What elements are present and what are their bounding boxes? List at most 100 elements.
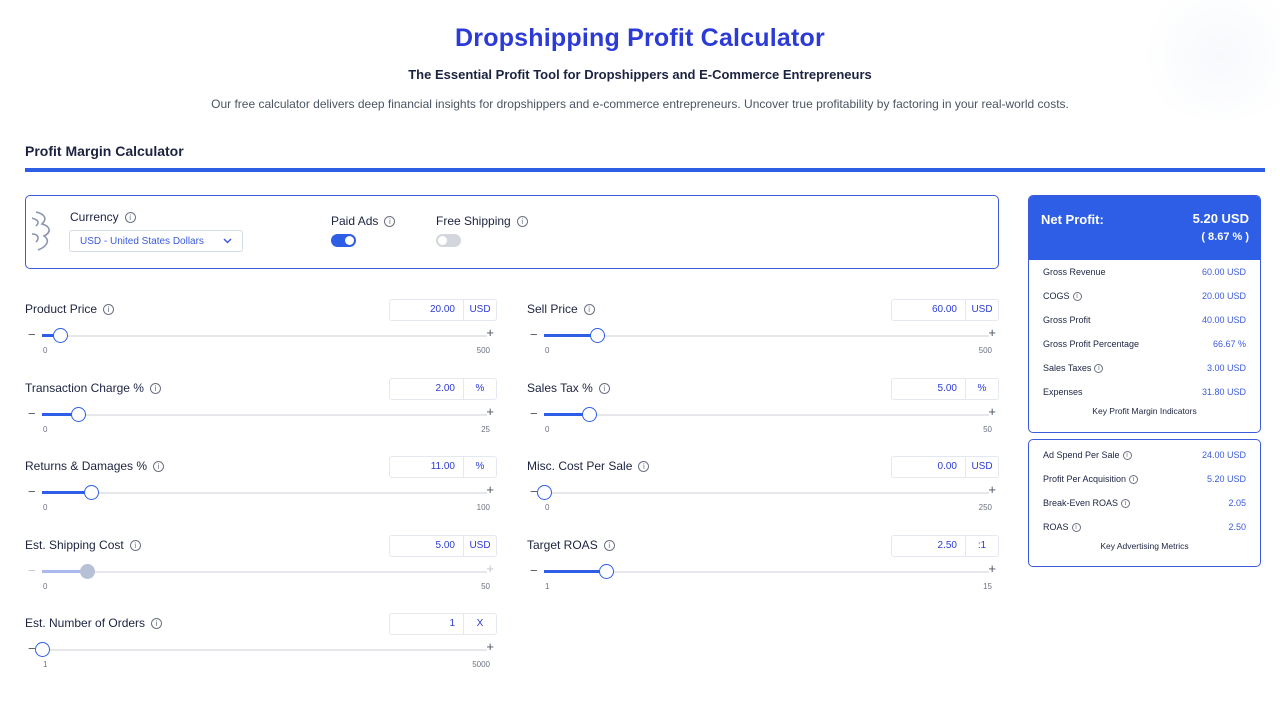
minus-icon[interactable]: − (28, 327, 36, 342)
slider-thumb[interactable] (581, 407, 597, 422)
field-input[interactable]: 5.00% (891, 378, 999, 400)
background-decoration (1130, 0, 1280, 120)
minus-icon[interactable]: − (530, 484, 538, 499)
field-value[interactable]: 60.00 (892, 300, 966, 320)
metric-value: 2.50 (1228, 522, 1246, 532)
field-label-text: Sales Tax % (527, 381, 593, 395)
field-input[interactable]: 20.00 USD (389, 299, 497, 321)
metric-row: Gross Profit Percentage 66.67 % (1043, 332, 1246, 356)
slider-thumb[interactable] (590, 328, 606, 343)
slider-max-label: 50 (481, 582, 490, 591)
slider-track[interactable] (537, 485, 989, 500)
slider-track[interactable] (42, 407, 487, 422)
plus-icon[interactable]: + (486, 482, 494, 497)
info-icon[interactable]: i (103, 303, 115, 315)
field-value[interactable]: 0.00 (892, 457, 966, 477)
slider-thumb[interactable] (35, 642, 50, 657)
minus-icon[interactable]: − (28, 563, 36, 578)
metric-label-wrap: COGS i (1043, 291, 1082, 301)
field-value[interactable]: 2.00 (390, 379, 464, 399)
plus-icon[interactable]: + (988, 404, 996, 419)
metric-value: 5.20 USD (1206, 474, 1246, 484)
info-icon[interactable]: i (149, 382, 161, 394)
info-icon[interactable]: i (603, 539, 615, 551)
info-icon[interactable]: i (1072, 291, 1082, 301)
metric-label: Break-Even ROAS (1043, 498, 1119, 508)
metric-label: COGS (1043, 291, 1070, 301)
slider-thumb[interactable] (79, 564, 95, 579)
plus-icon[interactable]: + (486, 404, 494, 419)
field-unit: :1 (977, 540, 987, 551)
plus-icon[interactable]: + (486, 639, 494, 654)
minus-icon[interactable]: − (28, 406, 36, 421)
field-input[interactable]: 0.00 USD (891, 456, 999, 478)
slider-thumb[interactable] (537, 485, 552, 500)
field-value[interactable]: 20.00 (390, 300, 464, 320)
metric-label-wrap: ROAS i (1043, 522, 1081, 532)
field-unit: USD (469, 540, 491, 551)
field-input[interactable]: 60.00 USD (891, 299, 999, 321)
field-label-text: Product Price (25, 302, 98, 316)
plus-icon[interactable]: + (486, 561, 494, 576)
metric-label-wrap: Gross Profit Percentage (1043, 339, 1139, 349)
field-value[interactable]: 1 (390, 614, 464, 634)
field-input[interactable]: 2.00% (389, 378, 497, 400)
info-icon[interactable]: i (516, 215, 528, 227)
field-label-text: Transaction Charge % (25, 381, 144, 395)
minus-icon[interactable]: − (530, 406, 538, 421)
info-icon[interactable]: i (1129, 474, 1139, 484)
info-icon[interactable]: i (1071, 522, 1081, 532)
paid-ads-toggle[interactable] (331, 234, 356, 247)
metric-value: 20.00 USD (1201, 291, 1246, 301)
metric-row: COGS i 20.00 USD (1043, 284, 1246, 308)
currency-select[interactable]: USD - United States Dollars (69, 230, 243, 252)
advertising-metrics-list: Ad Spend Per Sale i 24.00 USD Profit Per Ac… (1029, 443, 1260, 539)
info-icon[interactable]: i (1122, 450, 1132, 460)
slider-track[interactable] (544, 564, 989, 579)
plus-icon[interactable]: + (486, 325, 494, 340)
field-value[interactable]: 2.50 (892, 536, 966, 556)
info-icon[interactable]: i (124, 211, 136, 223)
slider-thumb[interactable] (52, 328, 68, 343)
slider-track[interactable] (544, 328, 989, 343)
field-label-text: Target ROAS (527, 538, 598, 552)
metric-row: Gross Profit 40.00 USD (1043, 308, 1246, 332)
minus-icon[interactable]: − (530, 563, 538, 578)
plus-icon[interactable]: + (988, 482, 996, 497)
minus-icon[interactable]: − (530, 327, 538, 342)
slider-track[interactable] (42, 328, 487, 343)
field-label: Est. Shipping Cost i (25, 538, 141, 552)
slider-track[interactable] (42, 564, 487, 579)
slider-thumb[interactable] (599, 564, 615, 579)
field-label: Misc. Cost Per Sale i (527, 459, 650, 473)
field-value[interactable]: 5.00 (892, 379, 966, 399)
info-icon[interactable]: i (583, 303, 595, 315)
free-shipping-toggle[interactable] (436, 234, 461, 247)
metric-label: Ad Spend Per Sale (1043, 450, 1120, 460)
slider-track[interactable] (42, 485, 487, 500)
field-value[interactable]: 5.00 (390, 536, 464, 556)
minus-icon[interactable]: − (28, 641, 36, 656)
field-value[interactable]: 11.00 (390, 457, 464, 477)
info-icon[interactable]: i (151, 617, 163, 629)
info-icon[interactable]: i (129, 539, 141, 551)
slider-min-label: 0 (43, 346, 48, 355)
slider-track[interactable] (544, 407, 989, 422)
info-icon[interactable]: i (598, 382, 610, 394)
info-icon[interactable]: i (638, 460, 650, 472)
plus-icon[interactable]: + (988, 325, 996, 340)
field-input[interactable]: 2.50 :1 (891, 535, 999, 557)
field-input[interactable]: 11.00% (389, 456, 497, 478)
plus-icon[interactable]: + (988, 561, 996, 576)
slider-thumb[interactable] (83, 485, 99, 500)
field-input[interactable]: 5.00 USD (389, 535, 497, 557)
slider-thumb[interactable] (70, 407, 86, 422)
info-icon[interactable]: i (153, 460, 165, 472)
info-icon[interactable]: i (384, 215, 396, 227)
minus-icon[interactable]: − (28, 484, 36, 499)
info-icon[interactable]: i (1094, 363, 1104, 373)
slider-track[interactable] (35, 642, 487, 657)
info-icon[interactable]: i (1121, 498, 1131, 508)
field-label: Returns & Damages % i (25, 459, 165, 473)
